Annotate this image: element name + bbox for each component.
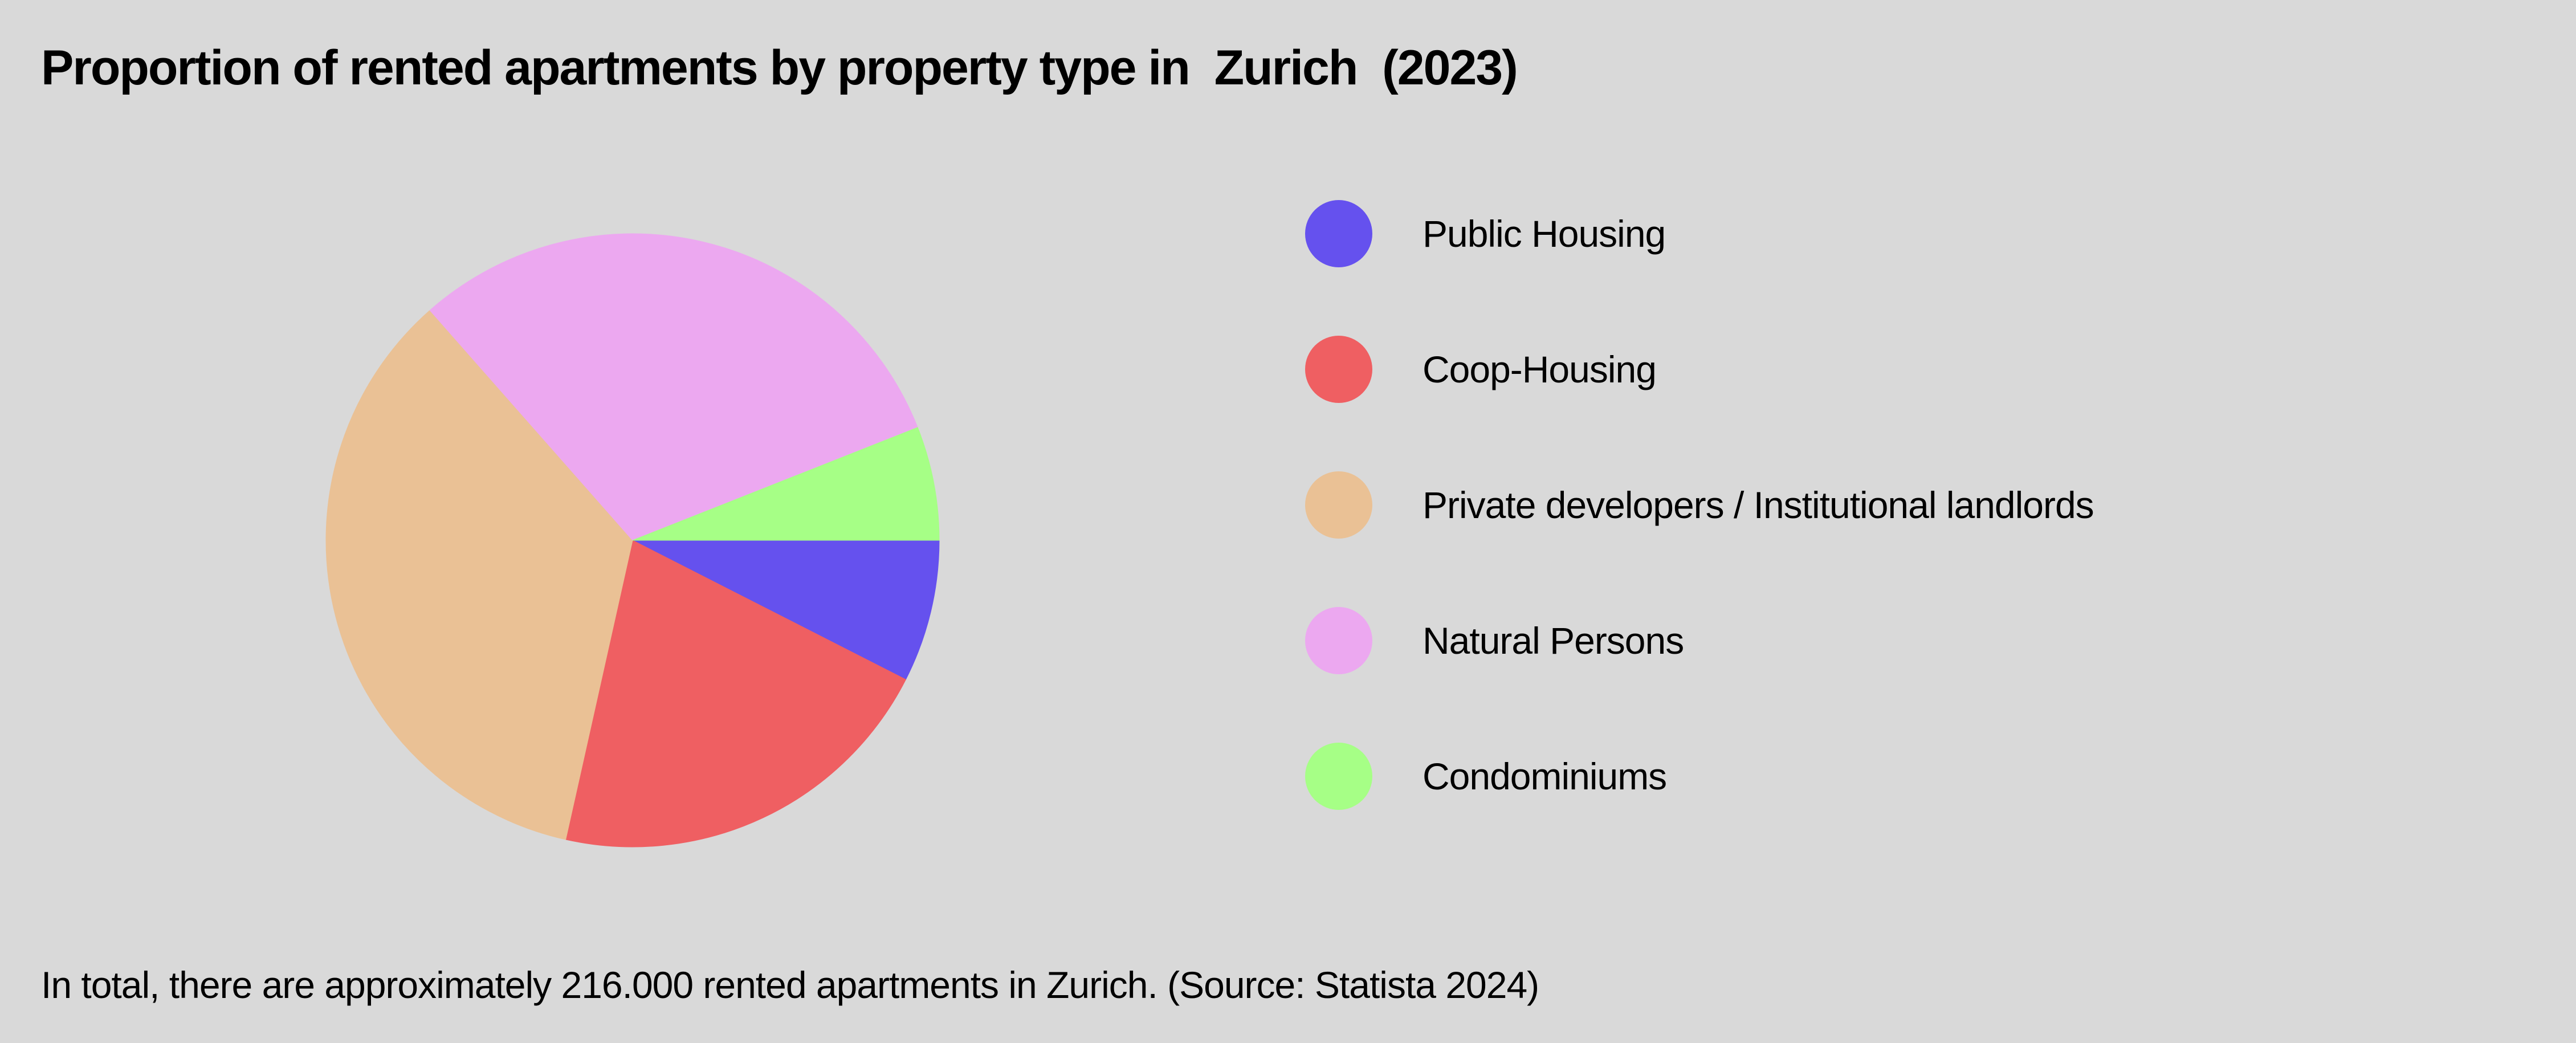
legend-swatch-icon bbox=[1305, 200, 1372, 267]
pie-slice-condominiums bbox=[632, 427, 940, 541]
legend-item-public-housing: Public Housing bbox=[1305, 199, 1666, 268]
legend-label: Natural Persons bbox=[1422, 620, 1684, 662]
pie-chart bbox=[325, 233, 940, 848]
legend-swatch-icon bbox=[1305, 336, 1372, 403]
legend-label: Condominiums bbox=[1422, 755, 1667, 797]
chart-title: Proportion of rented apartments by prope… bbox=[41, 40, 1518, 95]
footnote: In total, there are approximately 216.00… bbox=[41, 964, 1539, 1006]
pie-slice-public-housing bbox=[632, 540, 940, 680]
legend-label: Coop-Housing bbox=[1422, 348, 1657, 390]
legend-label: Private developers / Institutional landl… bbox=[1422, 484, 2094, 526]
legend-item-coop-housing: Coop-Housing bbox=[1305, 335, 1657, 404]
legend-swatch-icon bbox=[1305, 743, 1372, 810]
legend-item-condominiums: Condominiums bbox=[1305, 742, 1667, 810]
legend-swatch-icon bbox=[1305, 471, 1372, 539]
legend-item-private-developers-institutional-landlords: Private developers / Institutional landl… bbox=[1305, 471, 2094, 539]
pie-slice-coop-housing bbox=[565, 540, 907, 848]
pie-slice-natural-persons bbox=[429, 233, 918, 541]
pie-slice-private-developers-institutional-landlords bbox=[325, 309, 633, 840]
legend-item-natural-persons: Natural Persons bbox=[1305, 606, 1684, 675]
legend-label: Public Housing bbox=[1422, 213, 1666, 255]
legend-swatch-icon bbox=[1305, 607, 1372, 674]
